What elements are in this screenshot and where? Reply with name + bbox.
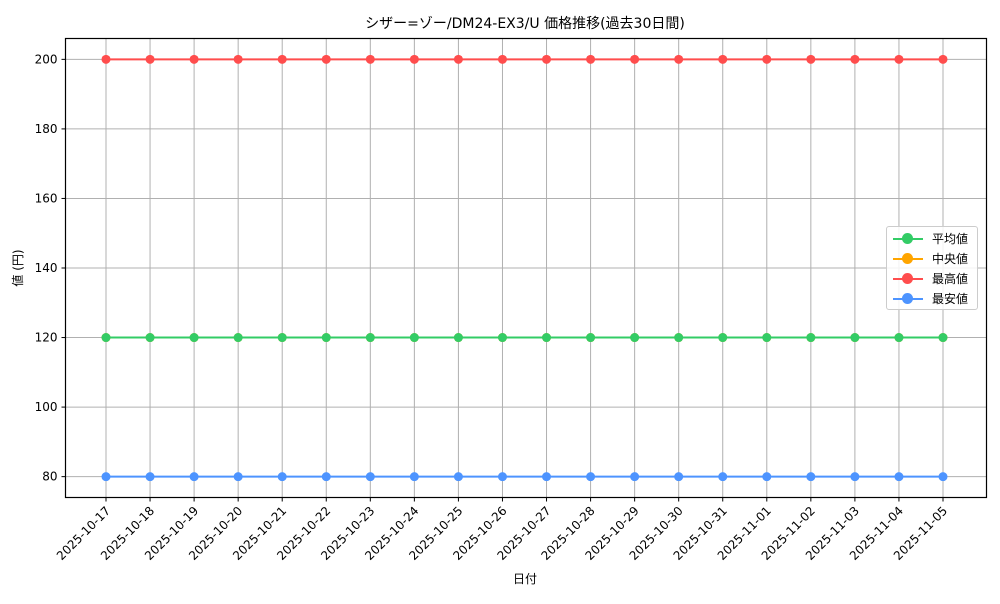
data-point: [101, 472, 111, 482]
data-point: [497, 333, 507, 343]
y-tick-label: 140: [35, 261, 58, 275]
data-point: [806, 472, 816, 482]
data-point: [233, 472, 243, 482]
data-point: [145, 472, 155, 482]
data-point: [277, 54, 287, 64]
data-point: [806, 54, 816, 64]
series-min: [101, 472, 948, 482]
y-tick-label: 100: [35, 400, 58, 414]
data-point: [806, 333, 816, 343]
chart-legend: 平均値 中央値 最高値 最安値: [886, 226, 978, 310]
data-point: [586, 472, 596, 482]
data-point: [321, 472, 331, 482]
y-tick-label: 80: [42, 470, 57, 484]
data-point: [630, 333, 640, 343]
legend-label-average: 平均値: [932, 232, 969, 246]
data-point: [497, 54, 507, 64]
data-point: [718, 333, 728, 343]
data-point: [189, 54, 199, 64]
data-point: [365, 472, 375, 482]
data-point: [762, 333, 772, 343]
data-point: [586, 333, 596, 343]
data-point: [542, 472, 552, 482]
chart-title: シザー=ゾー/DM24-EX3/U 価格推移(過去30日間): [365, 16, 685, 32]
data-point: [233, 54, 243, 64]
data-point: [630, 54, 640, 64]
data-point: [453, 54, 463, 64]
data-point: [277, 333, 287, 343]
series-layer: [101, 54, 948, 482]
legend-marker-average: [902, 233, 913, 244]
data-point: [409, 472, 419, 482]
data-point: [938, 472, 948, 482]
data-point: [233, 333, 243, 343]
data-point: [277, 472, 287, 482]
data-point: [938, 54, 948, 64]
y-tick-label: 160: [35, 191, 58, 205]
data-point: [189, 472, 199, 482]
data-point: [189, 333, 199, 343]
data-point: [894, 333, 904, 343]
data-point: [101, 54, 111, 64]
data-point: [850, 333, 860, 343]
legend-label-max: 最高値: [932, 272, 969, 286]
data-point: [409, 333, 419, 343]
legend-item-average: 平均値: [887, 229, 977, 249]
y-tick-label: 200: [35, 52, 58, 66]
data-point: [101, 333, 111, 343]
legend-item-min: 最安値: [887, 289, 977, 309]
data-point: [850, 54, 860, 64]
data-point: [365, 333, 375, 343]
legend-marker-max: [902, 273, 913, 284]
data-point: [850, 472, 860, 482]
data-point: [718, 472, 728, 482]
data-point: [718, 54, 728, 64]
legend-item-max: 最高値: [887, 269, 977, 289]
data-point: [630, 472, 640, 482]
y-tick-label: 180: [35, 122, 58, 136]
data-point: [894, 54, 904, 64]
data-point: [894, 472, 904, 482]
legend-label-median: 中央値: [932, 252, 969, 266]
data-point: [145, 333, 155, 343]
data-point: [674, 472, 684, 482]
data-point: [542, 333, 552, 343]
series-average: [101, 333, 948, 343]
y-axis-label: 値 (円): [10, 249, 25, 286]
data-point: [321, 54, 331, 64]
grid-lines: [65, 38, 987, 498]
data-point: [938, 333, 948, 343]
data-point: [586, 54, 596, 64]
data-point: [674, 54, 684, 64]
data-point: [409, 54, 419, 64]
series-max: [101, 54, 948, 64]
y-axis-ticks: 80 100 120 140 160 180 200: [35, 52, 66, 484]
data-point: [497, 472, 507, 482]
data-point: [453, 472, 463, 482]
x-axis-ticks: 2025-10-172025-10-182025-10-192025-10-20…: [54, 497, 950, 563]
legend-item-median: 中央値: [887, 249, 977, 269]
data-point: [674, 333, 684, 343]
data-point: [145, 54, 155, 64]
data-point: [453, 333, 463, 343]
data-point: [542, 54, 552, 64]
legend-marker-min: [902, 293, 913, 304]
y-tick-label: 120: [35, 331, 58, 345]
data-point: [321, 333, 331, 343]
legend-marker-median: [902, 253, 913, 264]
data-point: [762, 54, 772, 64]
legend-label-min: 最安値: [932, 292, 969, 306]
x-axis-label: 日付: [513, 572, 537, 586]
data-point: [762, 472, 772, 482]
data-point: [365, 54, 375, 64]
